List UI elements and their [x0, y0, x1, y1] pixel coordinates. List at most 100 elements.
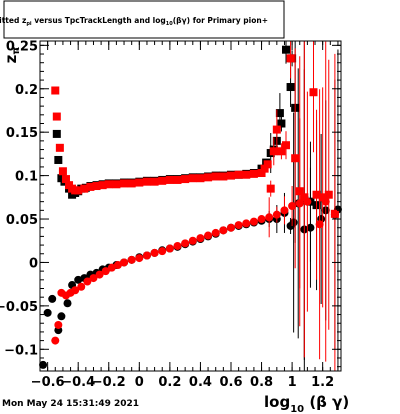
- data-point-circle: [43, 308, 52, 317]
- y-tick-label: −0.05: [0, 300, 38, 315]
- data-point-square: [318, 193, 327, 202]
- y-tick-label: 0: [29, 256, 38, 271]
- y-tick-label: 0.15: [6, 126, 38, 141]
- data-point-square: [120, 179, 129, 188]
- data-point-circle: [158, 247, 167, 256]
- x-tick-label: −0.2: [92, 375, 126, 390]
- data-point-circle: [181, 239, 190, 248]
- data-point-circle: [321, 197, 330, 206]
- data-point-circle: [113, 261, 122, 270]
- data-point-square: [312, 190, 321, 199]
- data-point-circle: [127, 255, 136, 264]
- data-point-square: [291, 154, 300, 163]
- data-point-circle: [249, 217, 258, 226]
- data-point-circle: [242, 219, 251, 228]
- data-point-circle: [196, 234, 205, 243]
- data-point-circle: [188, 236, 197, 245]
- data-point-square: [127, 179, 136, 188]
- data-layer: [39, 41, 342, 371]
- data-point-square: [80, 184, 89, 193]
- x-tick-label: −0.4: [61, 375, 95, 390]
- data-point-circle: [83, 277, 92, 286]
- x-tick-label: 0.6: [219, 375, 242, 390]
- data-point-circle: [257, 215, 266, 224]
- data-point-square: [52, 129, 61, 138]
- data-point-square: [286, 54, 295, 63]
- data-point-square: [58, 167, 67, 176]
- data-point-square: [324, 190, 333, 199]
- data-point-square: [249, 169, 258, 178]
- data-point-square: [74, 186, 83, 195]
- axis-layer: −0.6−0.4−0.2 0 0.2 0.4 0.6 0.8 1 1.2−0.1−0.0500…: [0, 39, 341, 390]
- y-tick-label: 0.05: [6, 213, 38, 228]
- data-point-circle: [135, 254, 144, 263]
- data-point-circle: [48, 294, 57, 303]
- data-point-square: [260, 164, 269, 173]
- data-point-circle: [57, 312, 66, 321]
- x-tick-label: 1.2: [311, 375, 334, 390]
- data-point-square: [135, 178, 144, 187]
- plot-frame: [39, 40, 342, 372]
- data-point-circle: [265, 213, 274, 222]
- y-axis-title: zπ: [2, 47, 22, 64]
- data-point-square: [55, 143, 64, 152]
- data-point-circle: [120, 258, 129, 267]
- data-point-square: [275, 109, 284, 118]
- series-3: [51, 41, 330, 362]
- data-point-square: [204, 173, 213, 182]
- data-point-square: [286, 83, 295, 92]
- data-point-square: [51, 86, 60, 95]
- data-point-square: [98, 181, 107, 190]
- data-point-circle: [272, 210, 281, 219]
- chart-title: Fitted zpi versus TpcTrackLength and log…: [0, 16, 268, 27]
- x-axis-title: log10 (β γ): [264, 393, 349, 414]
- data-point-square: [92, 182, 101, 191]
- data-point-square: [257, 169, 266, 177]
- data-point-square: [242, 170, 251, 179]
- x-tick-label: −0.6: [31, 375, 65, 390]
- data-point-square: [142, 177, 151, 186]
- y-tick-label: −0.1: [4, 343, 38, 358]
- data-point-square: [112, 180, 121, 189]
- data-point-circle: [288, 202, 297, 210]
- data-point-square: [52, 112, 61, 121]
- data-point-circle: [71, 286, 80, 295]
- data-point-circle: [63, 299, 72, 308]
- data-point-circle: [226, 223, 235, 232]
- data-point-square: [61, 175, 70, 184]
- data-point-circle: [51, 336, 60, 345]
- x-tick-label: 1: [288, 375, 297, 390]
- title-box: Fitted zpi versus TpcTrackLength and log…: [0, 0, 285, 39]
- data-point-circle: [280, 206, 289, 215]
- timestamp: Mon May 24 15:31:49 2021: [2, 399, 140, 409]
- data-point-square: [277, 147, 286, 156]
- data-point-square: [330, 209, 339, 218]
- data-point-circle: [107, 263, 116, 272]
- y-tick-label: 0.2: [15, 83, 38, 98]
- data-point-square: [234, 170, 243, 179]
- data-point-square: [226, 171, 235, 180]
- y-tick-label: 0.1: [15, 170, 38, 185]
- data-point-circle: [142, 251, 151, 260]
- data-point-circle: [303, 197, 312, 206]
- data-point-circle: [95, 270, 104, 279]
- data-point-circle: [101, 267, 110, 276]
- x-tick-label: 0.8: [250, 375, 273, 390]
- data-point-circle: [77, 282, 86, 291]
- data-point-square: [266, 184, 275, 193]
- data-point-square: [104, 180, 113, 189]
- data-point-square: [219, 172, 228, 181]
- data-point-square: [309, 88, 318, 97]
- data-point-circle: [315, 220, 324, 229]
- data-point-circle: [165, 244, 174, 253]
- data-point-square: [281, 141, 290, 150]
- data-point-circle: [306, 223, 315, 232]
- data-point-circle: [289, 218, 298, 227]
- data-point-circle: [74, 275, 83, 284]
- data-point-circle: [204, 231, 213, 240]
- data-point-square: [211, 172, 220, 181]
- data-point-circle: [89, 274, 98, 283]
- data-point-circle: [219, 226, 228, 235]
- data-point-circle: [173, 241, 182, 250]
